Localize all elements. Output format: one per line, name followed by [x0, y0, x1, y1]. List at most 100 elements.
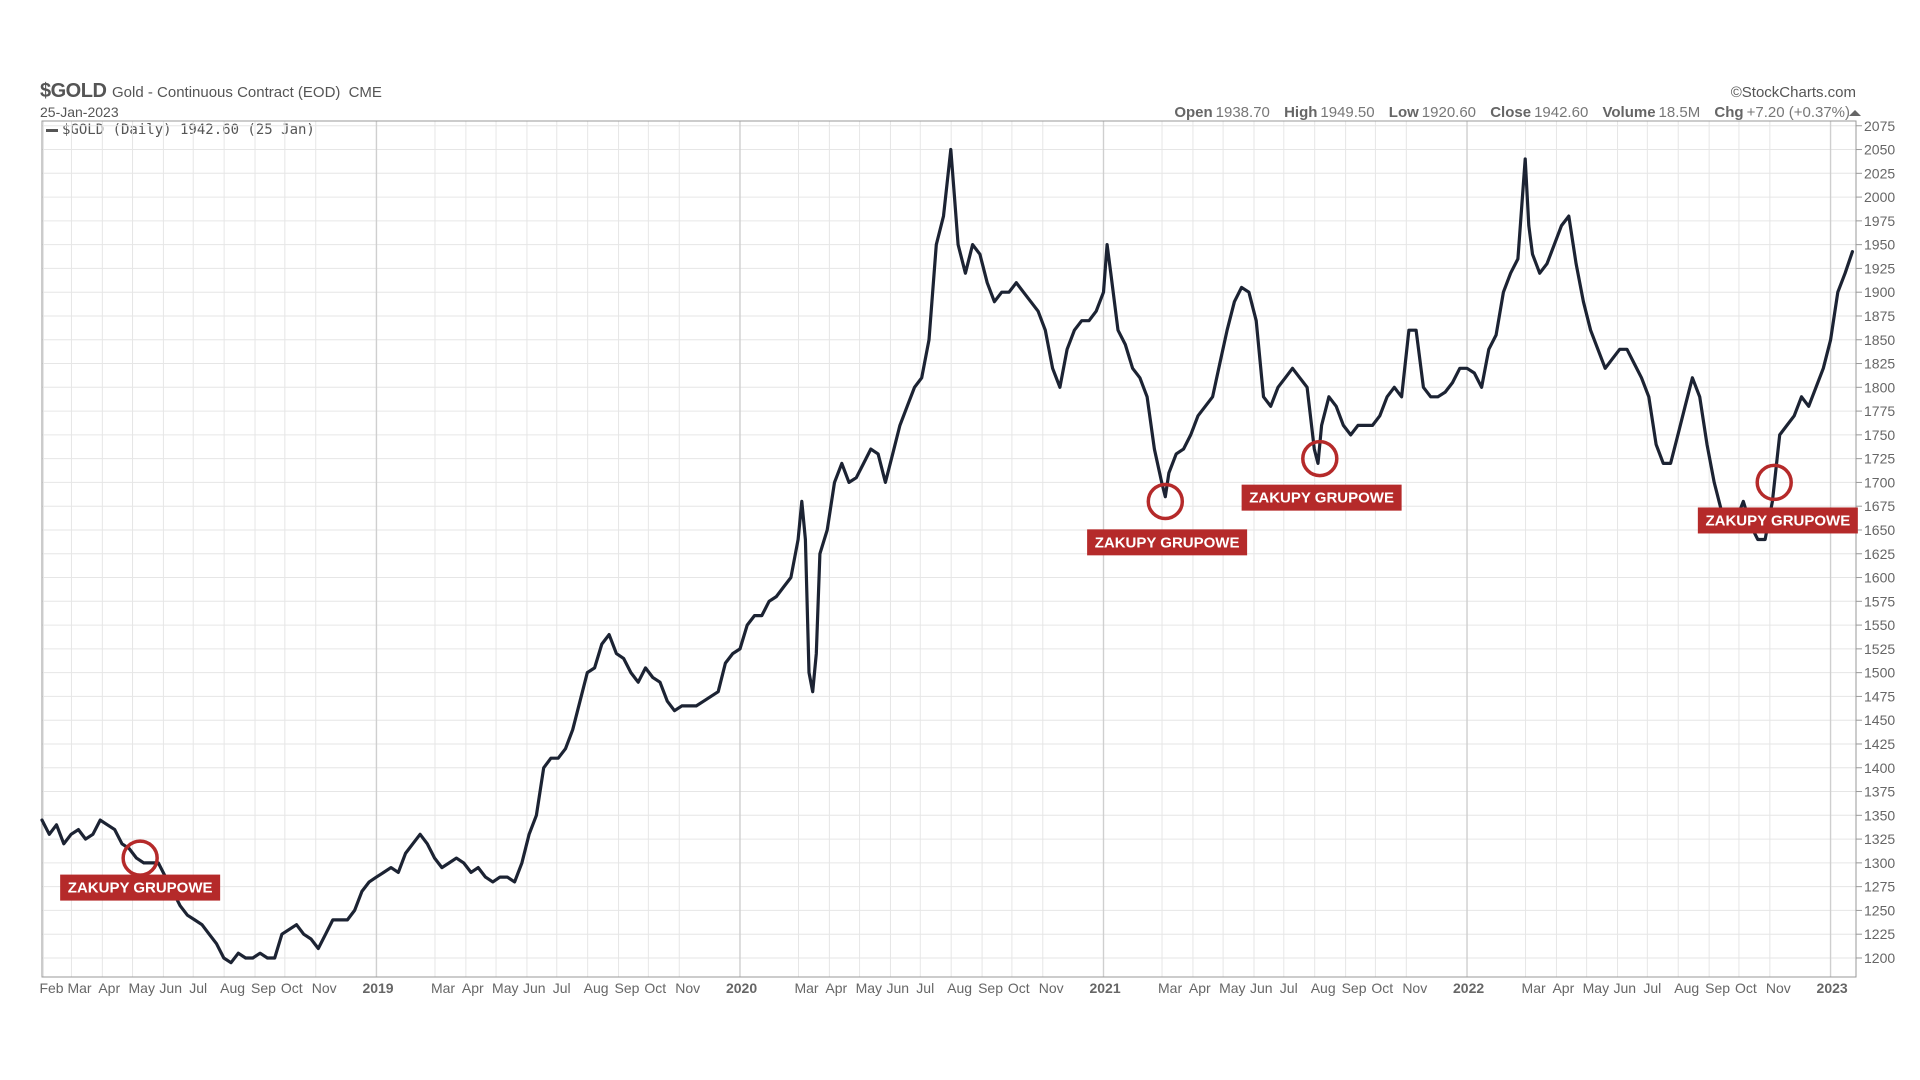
- annotation-box: [1241, 484, 1402, 511]
- x-tick-label: 2019: [362, 980, 393, 996]
- y-tick-label: 1675: [1864, 498, 1895, 514]
- y-tick-label: 1950: [1864, 237, 1895, 253]
- y-tick-label: 1550: [1864, 617, 1895, 633]
- y-tick-label: 2075: [1864, 118, 1895, 134]
- close-label: Close: [1490, 104, 1532, 121]
- y-tick-label: 1850: [1864, 332, 1895, 348]
- x-tick-label: Aug: [220, 980, 245, 996]
- y-tick-label: 1975: [1864, 213, 1895, 229]
- x-tick-label: Sep: [615, 980, 640, 996]
- x-tick-label: Nov: [312, 980, 337, 996]
- x-tick-label: Jul: [916, 980, 934, 996]
- y-tick-label: 1600: [1864, 570, 1895, 586]
- annotation-label: ZAKUPY GRUPOWE: [1095, 534, 1240, 551]
- y-tick-label: 1575: [1864, 593, 1895, 609]
- y-tick-label: 1925: [1864, 260, 1895, 276]
- annotation-label: ZAKUPY GRUPOWE: [68, 880, 213, 897]
- x-tick-label: Mar: [1522, 980, 1546, 996]
- x-tick-label: Apr: [98, 980, 120, 996]
- x-tick-label: Jun: [1250, 980, 1273, 996]
- contract-name: Gold - Continuous Contract (EOD) CME: [112, 84, 382, 101]
- annotation-circle: [1146, 482, 1185, 521]
- annotation: ZAKUPY GRUPOWE: [1241, 439, 1402, 511]
- y-tick-label: 1725: [1864, 451, 1895, 467]
- x-tick-label: 2023: [1817, 980, 1848, 996]
- low-label: Low: [1388, 104, 1419, 121]
- annotation: ZAKUPY GRUPOWE: [1087, 482, 1248, 556]
- grid: [42, 121, 1856, 977]
- y-tick-label: 1400: [1864, 760, 1895, 776]
- y-tick-label: 1375: [1864, 784, 1895, 800]
- y-tick-label: 1200: [1864, 950, 1895, 966]
- x-tick-label: Aug: [1311, 980, 1336, 996]
- y-tick-label: 1350: [1864, 807, 1895, 823]
- y-tick-label: 1500: [1864, 665, 1895, 681]
- x-tick-label: May: [856, 980, 882, 996]
- y-tick-label: 1525: [1864, 641, 1895, 657]
- x-tick-label: Apr: [462, 980, 484, 996]
- y-tick-label: 1825: [1864, 356, 1895, 372]
- x-tick-label: May: [1219, 980, 1245, 996]
- x-tick-label: Aug: [1674, 980, 1699, 996]
- x-tick-label: Apr: [1552, 980, 1574, 996]
- x-tick-label: Apr: [825, 980, 847, 996]
- x-tick-label: 2020: [726, 980, 757, 996]
- x-tick-label: Jun: [523, 980, 546, 996]
- x-axis: Feb Mar Apr May Jun Jul Aug Sep Oct Nov 2019 Mar Apr…: [39, 980, 1847, 996]
- low-value: 1920.60: [1421, 104, 1477, 121]
- annotation-box: [1087, 529, 1248, 556]
- x-tick-label: Nov: [675, 980, 700, 996]
- x-tick-label: Aug: [947, 980, 972, 996]
- x-tick-label: Mar: [1158, 980, 1182, 996]
- annotation: ZAKUPY GRUPOWE: [1697, 463, 1858, 534]
- x-tick-label: Nov: [1402, 980, 1427, 996]
- x-tick-label: Nov: [1766, 980, 1791, 996]
- x-tick-label: Aug: [584, 980, 609, 996]
- y-tick-label: 1900: [1864, 284, 1895, 300]
- x-tick-label: Oct: [281, 980, 303, 996]
- open-label: Open: [1174, 104, 1213, 121]
- x-tick-label: 2022: [1453, 980, 1484, 996]
- y-tick-label: 1450: [1864, 712, 1895, 728]
- y-tick-label: 1300: [1864, 855, 1895, 871]
- x-tick-label: Jul: [189, 980, 207, 996]
- x-tick-label: Mar: [431, 980, 455, 996]
- x-tick-label: Jun: [886, 980, 909, 996]
- x-tick-label: Sep: [1705, 980, 1730, 996]
- y-tick-label: 2000: [1864, 189, 1895, 205]
- y-tick-label: 1250: [1864, 902, 1895, 918]
- y-tick-label: 1475: [1864, 688, 1895, 704]
- x-tick-label: Jul: [1643, 980, 1661, 996]
- exchange: CME: [348, 84, 382, 101]
- y-tick-label: 1275: [1864, 879, 1895, 895]
- price-line: [40, 147, 1854, 965]
- x-tick-label: Apr: [1189, 980, 1211, 996]
- legend-swatch: [46, 128, 58, 132]
- annotation-label: ZAKUPY GRUPOWE: [1705, 512, 1850, 529]
- high-value: 1949.50: [1320, 104, 1375, 121]
- ohlc-bar: Open 1938.70 High 1949.50 Low 1920.60 Close…: [1164, 104, 1850, 121]
- x-tick-label: Mar: [794, 980, 818, 996]
- y-tick-label: 1775: [1864, 403, 1895, 419]
- x-tick-label: May: [129, 980, 155, 996]
- x-tick-label: Feb: [39, 980, 63, 996]
- close-value: 1942.60: [1534, 104, 1589, 121]
- x-tick-label: Jun: [159, 980, 182, 996]
- y-tick-label: 1800: [1864, 379, 1895, 395]
- x-tick-label: Oct: [644, 980, 666, 996]
- symbol: $GOLD: [40, 80, 107, 102]
- annotation-circle: [1301, 439, 1339, 478]
- y-tick-label: 2050: [1864, 142, 1895, 158]
- volume-value: 18.5M: [1658, 104, 1701, 121]
- y-tick-label: 1325: [1864, 831, 1895, 847]
- y-tick-label: 1650: [1864, 522, 1895, 538]
- high-label: High: [1284, 104, 1318, 121]
- open-value: 1938.70: [1215, 104, 1270, 121]
- x-tick-label: Sep: [1342, 980, 1367, 996]
- chg-value: +7.20 (+0.37%): [1746, 104, 1850, 121]
- x-tick-label: Jun: [1614, 980, 1637, 996]
- annotations: ZAKUPY GRUPOWE ZAKUPY GRUPOWE ZAKUPY GRUPO…: [60, 439, 1858, 901]
- y-tick-label: 1425: [1864, 736, 1895, 752]
- contract-title: Gold - Continuous Contract (EOD): [112, 84, 341, 101]
